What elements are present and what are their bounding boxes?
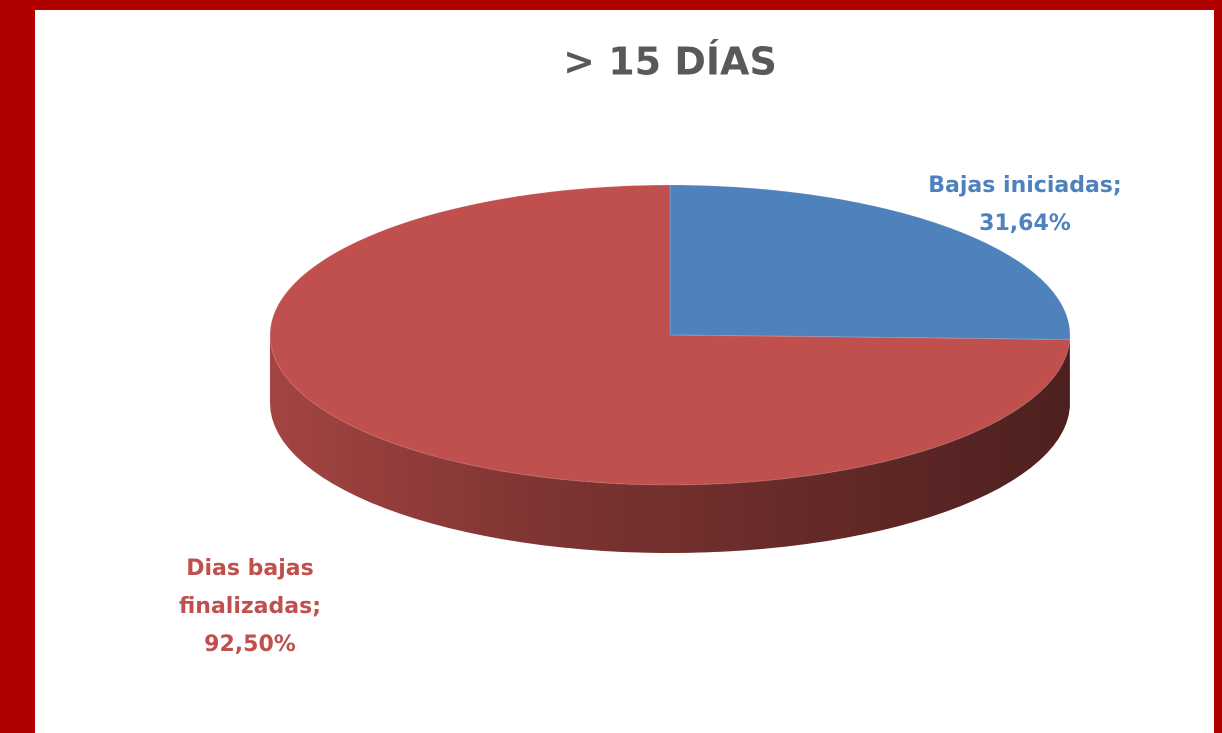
pie-side-shade [270, 335, 1070, 553]
label-name: Bajas iniciadas [928, 173, 1113, 198]
pie-slice [669, 184, 1071, 341]
label-name: Dias bajas finalizadas [178, 556, 314, 619]
data-label: Bajas iniciadas; 31,64% [905, 167, 1145, 243]
label-separator: ; [1112, 173, 1122, 198]
label-separator: ; [312, 594, 322, 619]
pie-slice [269, 184, 1071, 486]
label-value: 92,50% [204, 632, 296, 657]
chart-title: > 15 DÍAS [563, 40, 777, 84]
data-label: Dias bajas finalizadas; 92,50% [165, 550, 335, 664]
label-value: 31,64% [979, 211, 1071, 236]
